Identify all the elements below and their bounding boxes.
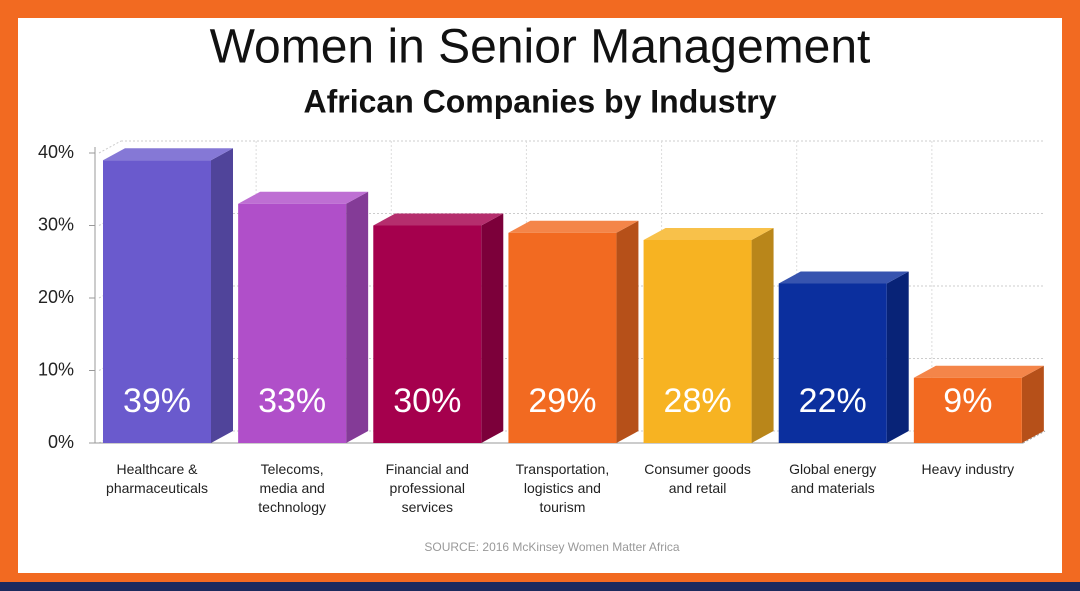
x-tick-label: Financial and professional services [386,461,469,515]
chart-subtitle: African Companies by Industry [304,83,777,119]
value-label: 33% [258,382,326,420]
bar [103,160,211,443]
bar-side [751,228,774,443]
bar-top [913,365,1044,378]
bar [643,240,752,443]
bar-side [886,271,909,443]
y-tick-label: 40% [38,142,74,162]
bar [508,232,617,443]
bar-top [778,271,909,284]
bar [778,283,887,443]
bar [913,377,1022,443]
value-label: 29% [528,382,596,420]
bar-top [373,213,504,226]
x-tick-label: Telecoms, media and technology [258,461,326,515]
x-axis-back [1022,430,1046,444]
bottom-strip [0,582,1080,591]
chart-title: Women in Senior Management [210,21,871,74]
bar [238,203,347,443]
x-tick-label: Healthcare & pharmaceuticals [106,461,208,496]
source: SOURCE: 2016 McKinsey Women Matter Afric… [424,540,680,554]
bar-side [616,220,639,443]
bar-top [508,220,639,233]
x-tick-label: Global energy and materials [789,461,876,496]
bar-top [643,228,774,240]
y-tick-label: 20% [38,287,74,307]
bar-side [481,213,504,443]
x-tick-label: Consumer goods and retail [644,461,751,496]
bar-side [211,148,233,443]
bar-top [238,191,369,204]
bar-top [103,148,233,161]
value-label: 22% [799,382,867,420]
bar-side [346,191,369,443]
grid-line [98,140,122,154]
bar-side [1021,365,1044,443]
value-label: 39% [123,382,191,420]
bar [373,225,482,443]
y-tick-label: 0% [48,432,74,452]
value-label: 30% [393,382,461,420]
y-tick-label: 30% [38,214,74,234]
value-label: 9% [943,382,992,420]
x-tick-label: Heavy industry [922,461,1015,477]
x-tick-label: Transportation, logistics and tourism [516,461,610,515]
y-tick-label: 10% [38,359,74,379]
value-label: 28% [664,382,732,420]
